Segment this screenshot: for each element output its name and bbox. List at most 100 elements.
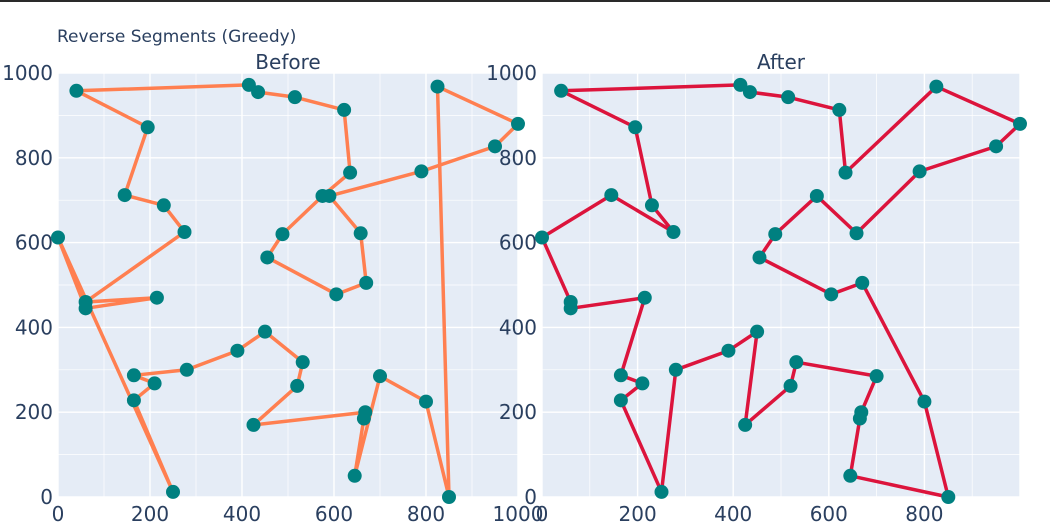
data-point — [849, 226, 864, 241]
y-tick-label: 1000 — [2, 61, 53, 85]
data-point — [613, 368, 628, 383]
data-point — [359, 275, 374, 290]
data-point — [654, 484, 669, 499]
data-point — [989, 139, 1004, 154]
data-point — [613, 393, 628, 408]
subplot-title: After — [757, 50, 806, 74]
x-tick-label: 0 — [52, 502, 65, 526]
data-point — [832, 102, 847, 117]
y-tick-label: 800 — [499, 146, 537, 170]
y-tick-label: 400 — [15, 315, 53, 339]
data-point — [275, 227, 290, 242]
data-point — [752, 250, 767, 265]
y-tick-label: 0 — [40, 485, 53, 509]
data-point — [783, 378, 798, 393]
data-point — [855, 275, 870, 290]
data-point — [738, 417, 753, 432]
x-tick-label: 600 — [810, 502, 848, 526]
data-point — [140, 120, 155, 135]
y-tick-label: 600 — [499, 231, 537, 255]
data-point — [337, 102, 352, 117]
data-point — [511, 116, 525, 131]
data-point — [912, 164, 927, 179]
data-point — [929, 79, 944, 94]
data-point — [1013, 116, 1027, 131]
data-point — [149, 290, 164, 305]
data-point — [721, 343, 736, 358]
x-tick-label: 800 — [407, 502, 445, 526]
data-point — [419, 394, 433, 409]
y-tick-label: 200 — [15, 400, 53, 424]
top-border — [0, 0, 1050, 2]
data-point — [644, 198, 659, 213]
x-tick-label: 400 — [223, 502, 261, 526]
subplot-2: After 0 200 400 600 800 0 200 400 600 800 1000 — [486, 50, 1027, 526]
data-point — [941, 490, 956, 504]
data-point — [126, 368, 141, 383]
y-tick-label: 400 — [499, 315, 537, 339]
x-tick-label: 200 — [619, 502, 657, 526]
data-point — [353, 226, 368, 241]
data-point — [838, 165, 853, 180]
data-point — [668, 362, 683, 377]
y-tick-label: 600 — [15, 231, 53, 255]
data-point — [290, 378, 305, 393]
data-point — [430, 79, 445, 94]
x-tick-label: 800 — [905, 502, 943, 526]
data-point — [554, 83, 569, 98]
data-point — [347, 468, 362, 483]
data-point — [343, 165, 358, 180]
data-point — [750, 324, 765, 339]
data-point — [166, 484, 180, 499]
data-point — [295, 355, 310, 370]
data-point — [258, 324, 272, 339]
data-point — [742, 85, 757, 100]
data-point — [260, 250, 275, 265]
data-point — [51, 230, 65, 245]
data-point — [373, 369, 387, 384]
x-tick-label: 1000 — [493, 502, 544, 526]
data-point — [251, 85, 266, 100]
figure-title: Reverse Segments (Greedy) — [57, 27, 296, 47]
data-point — [322, 188, 337, 203]
data-point — [869, 369, 884, 384]
data-point — [789, 355, 804, 370]
data-point — [147, 376, 162, 391]
data-point — [287, 90, 302, 105]
data-point — [628, 120, 643, 135]
data-point — [809, 188, 824, 203]
data-point — [768, 227, 783, 242]
data-point — [246, 417, 261, 432]
data-point — [156, 198, 171, 213]
data-point — [917, 394, 932, 409]
data-point — [535, 230, 549, 245]
data-point — [414, 164, 429, 179]
data-point — [854, 405, 869, 420]
data-point — [637, 290, 652, 305]
y-tick-label: 200 — [499, 400, 537, 424]
data-point — [733, 77, 748, 92]
x-tick-label: 400 — [714, 502, 752, 526]
y-tick-label: 800 — [15, 146, 53, 170]
data-point — [230, 343, 245, 358]
subplot-title: Before — [255, 50, 320, 74]
data-point — [117, 188, 132, 203]
data-point — [666, 225, 681, 239]
data-point — [824, 287, 839, 302]
data-point — [358, 405, 373, 420]
data-point — [126, 393, 141, 408]
y-tick-label: 1000 — [486, 61, 537, 85]
route-line — [56, 83, 520, 499]
x-tick-label: 0 — [536, 502, 549, 526]
x-tick-label: 600 — [315, 502, 353, 526]
data-point — [329, 287, 344, 302]
data-point — [488, 139, 502, 154]
data-point — [442, 490, 456, 504]
y-tick-label: 0 — [524, 485, 537, 509]
data-point — [781, 90, 796, 105]
data-point — [563, 294, 578, 309]
data-point — [843, 468, 858, 483]
data-point — [635, 376, 650, 391]
data-point — [177, 225, 192, 239]
